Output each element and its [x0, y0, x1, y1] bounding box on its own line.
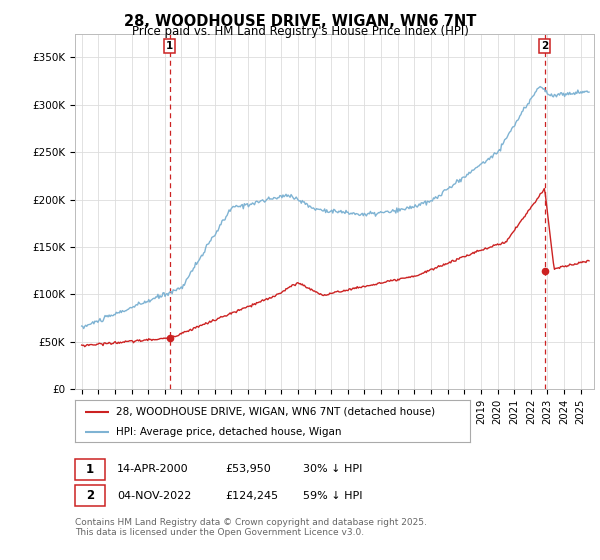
Text: 28, WOODHOUSE DRIVE, WIGAN, WN6 7NT: 28, WOODHOUSE DRIVE, WIGAN, WN6 7NT [124, 14, 476, 29]
Text: 59% ↓ HPI: 59% ↓ HPI [303, 491, 362, 501]
Text: £124,245: £124,245 [225, 491, 278, 501]
Text: 1: 1 [166, 41, 173, 51]
Text: Price paid vs. HM Land Registry's House Price Index (HPI): Price paid vs. HM Land Registry's House … [131, 25, 469, 38]
Text: £53,950: £53,950 [225, 464, 271, 474]
Text: 2: 2 [541, 41, 548, 51]
Text: 04-NOV-2022: 04-NOV-2022 [117, 491, 191, 501]
Text: 30% ↓ HPI: 30% ↓ HPI [303, 464, 362, 474]
Text: 14-APR-2000: 14-APR-2000 [117, 464, 188, 474]
FancyBboxPatch shape [75, 485, 105, 506]
Text: 28, WOODHOUSE DRIVE, WIGAN, WN6 7NT (detached house): 28, WOODHOUSE DRIVE, WIGAN, WN6 7NT (det… [116, 407, 436, 417]
Text: HPI: Average price, detached house, Wigan: HPI: Average price, detached house, Wiga… [116, 427, 342, 437]
Text: Contains HM Land Registry data © Crown copyright and database right 2025.
This d: Contains HM Land Registry data © Crown c… [75, 518, 427, 537]
Text: 2: 2 [86, 489, 94, 502]
FancyBboxPatch shape [75, 459, 105, 480]
Text: 1: 1 [86, 463, 94, 476]
